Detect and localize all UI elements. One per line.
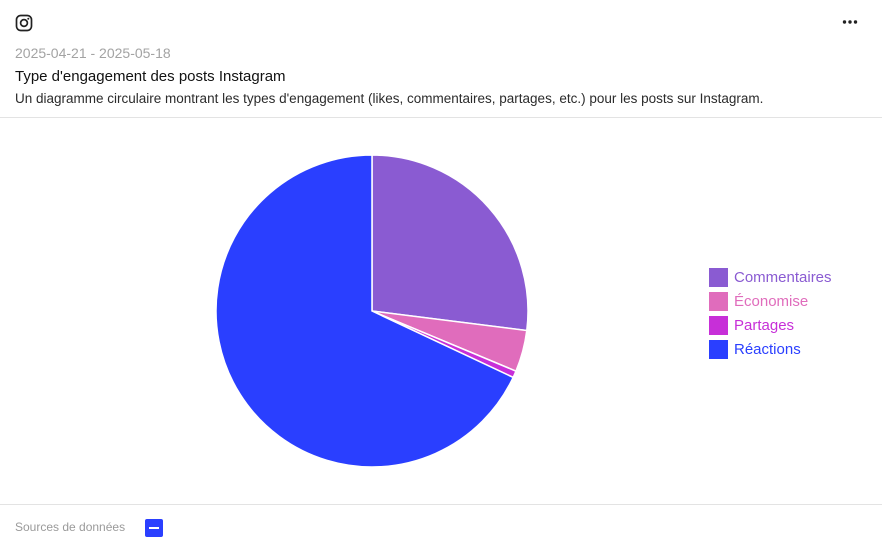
legend-label: Économise xyxy=(734,292,809,310)
date-range: 2025-04-21 - 2025-05-18 xyxy=(15,45,171,61)
pie-slice-reactions[interactable] xyxy=(215,154,515,468)
legend-label: Partages xyxy=(734,316,795,334)
legend-swatch xyxy=(709,267,728,287)
legend-item[interactable]: Réactions xyxy=(709,337,832,361)
legend-swatch xyxy=(709,315,728,335)
more-horizontal-icon xyxy=(842,20,858,24)
data-source-icon[interactable] xyxy=(145,519,163,537)
more-options-button[interactable] xyxy=(840,12,860,32)
legend-label: Réactions xyxy=(734,340,801,358)
pie-slices xyxy=(215,154,529,468)
sources-label: Sources de données xyxy=(15,520,126,534)
chart-legend: Commentaires Économise Partages Réactions xyxy=(709,265,832,361)
legend-label: Commentaires xyxy=(734,268,832,286)
pie-slice-commentaires[interactable] xyxy=(371,154,529,332)
chart-title: Type d'engagement des posts Instagram xyxy=(15,68,286,85)
card-footer: Sources de données xyxy=(0,504,882,547)
legend-item[interactable]: Commentaires xyxy=(709,265,832,289)
card-header: 2025-04-21 - 2025-05-18 Type d'engagemen… xyxy=(0,0,882,118)
legend-swatch xyxy=(709,291,728,311)
chart-subtitle: Un diagramme circulaire montrant les typ… xyxy=(15,91,764,106)
legend-item[interactable]: Économise xyxy=(709,289,832,313)
legend-swatch xyxy=(709,339,728,359)
pie-chart xyxy=(215,154,529,468)
chart-area: Commentaires Économise Partages Réactions xyxy=(0,118,882,505)
legend-item[interactable]: Partages xyxy=(709,313,832,337)
instagram-icon xyxy=(15,14,33,32)
